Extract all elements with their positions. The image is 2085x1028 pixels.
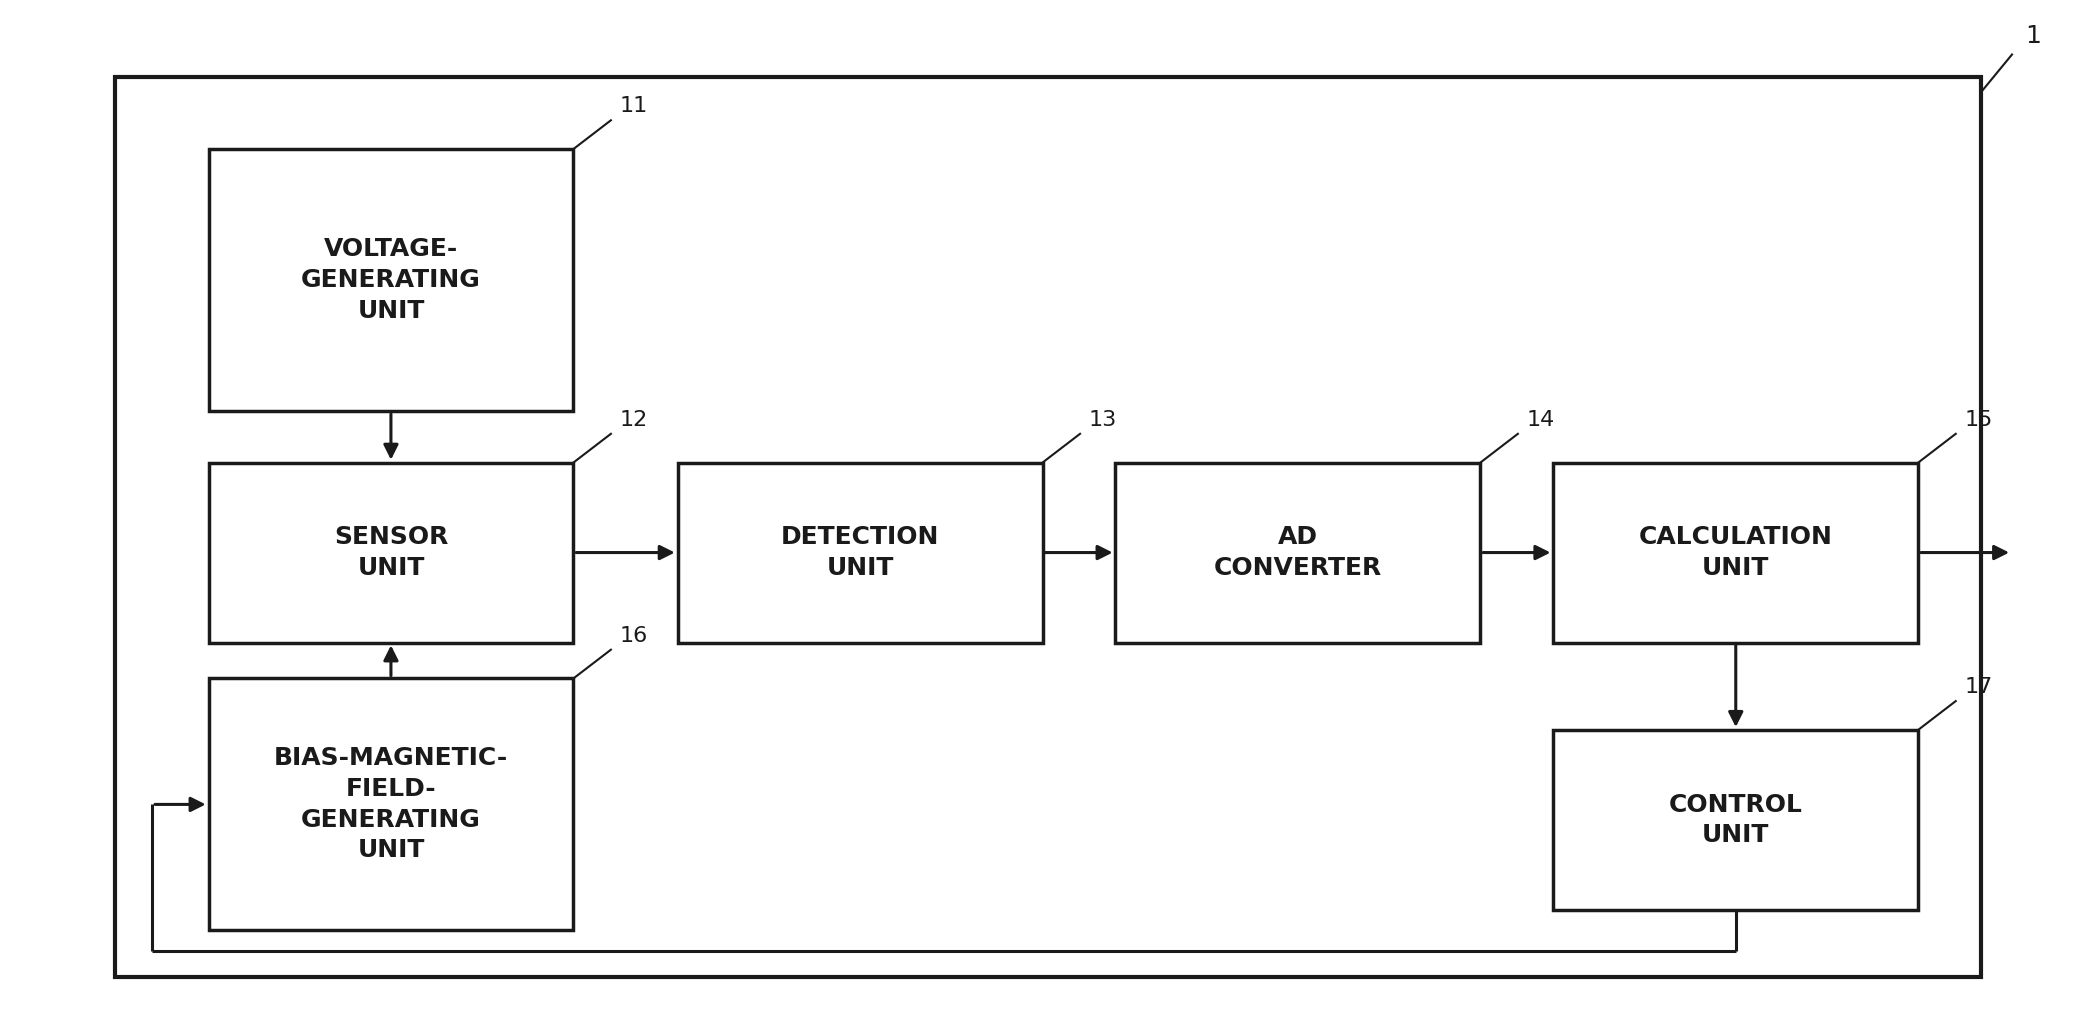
Text: 1: 1: [2025, 24, 2041, 48]
Text: 13: 13: [1088, 410, 1118, 430]
Bar: [208, 463, 573, 642]
Bar: [115, 77, 1981, 977]
Text: VOLTAGE-
GENERATING
UNIT: VOLTAGE- GENERATING UNIT: [300, 237, 482, 323]
Text: 14: 14: [1526, 410, 1555, 430]
Text: 11: 11: [619, 97, 648, 116]
Text: BIAS-MAGNETIC-
FIELD-
GENERATING
UNIT: BIAS-MAGNETIC- FIELD- GENERATING UNIT: [273, 746, 509, 862]
Text: 15: 15: [1964, 410, 1993, 430]
Bar: [1553, 463, 1918, 642]
Bar: [1115, 463, 1480, 642]
Text: 17: 17: [1964, 677, 1993, 697]
Bar: [678, 463, 1042, 642]
Bar: [1553, 730, 1918, 910]
Text: CONTROL
UNIT: CONTROL UNIT: [1668, 793, 1804, 847]
Text: AD
CONVERTER: AD CONVERTER: [1213, 525, 1382, 580]
Text: 12: 12: [619, 410, 648, 430]
Text: DETECTION
UNIT: DETECTION UNIT: [782, 525, 938, 580]
Text: 16: 16: [619, 626, 648, 646]
Bar: [208, 149, 573, 411]
Bar: [208, 678, 573, 930]
Text: SENSOR
UNIT: SENSOR UNIT: [334, 525, 448, 580]
Text: CALCULATION
UNIT: CALCULATION UNIT: [1639, 525, 1833, 580]
